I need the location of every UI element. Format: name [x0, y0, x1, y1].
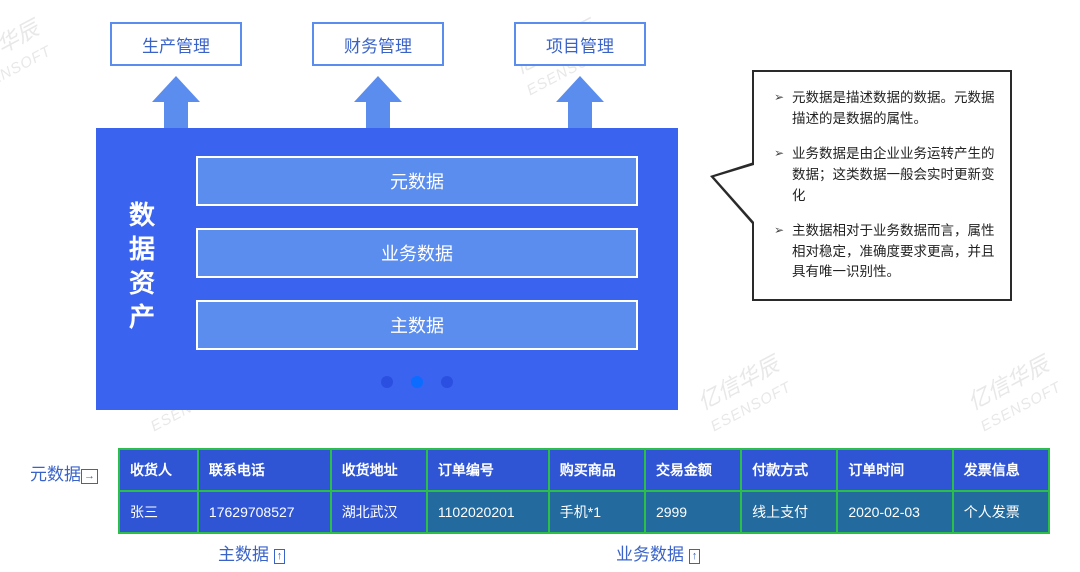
watermark: 亿信华辰ESENSOFT [964, 352, 1065, 436]
td-address: 湖北武汉 [331, 491, 427, 533]
th-pay-method: 付款方式 [741, 449, 837, 491]
layer-master-data: 主数据 [196, 300, 638, 350]
callout-item: 业务数据是由企业业务运转产生的数据；这类数据一般会实时更新变化 [774, 144, 996, 207]
data-asset-block: 数据资产 元数据 业务数据 主数据 [96, 128, 678, 410]
management-row: 生产管理 财务管理 项目管理 [110, 22, 646, 66]
asset-layers: 元数据 业务数据 主数据 [186, 128, 678, 410]
dot-icon [381, 376, 393, 388]
th-amount: 交易金额 [645, 449, 741, 491]
layer-metadata: 元数据 [196, 156, 638, 206]
arrow-up-icon [354, 76, 402, 102]
td-pay-method: 线上支付 [741, 491, 837, 533]
arrow-up-icon [556, 76, 604, 102]
dot-icon [411, 376, 423, 388]
example-table: 收货人 联系电话 收货地址 订单编号 购买商品 交易金额 付款方式 订单时间 发… [118, 448, 1050, 534]
callout-item: 主数据相对于业务数据而言，属性相对稳定，准确度要求更高，并且具有唯一识别性。 [774, 221, 996, 284]
th-address: 收货地址 [331, 449, 427, 491]
arrow-up-icon [152, 76, 200, 102]
td-order-time: 2020-02-03 [837, 491, 952, 533]
mgmt-box-finance: 财务管理 [312, 22, 444, 66]
th-order-no: 订单编号 [427, 449, 549, 491]
metadata-label: 元数据→ [30, 460, 98, 485]
arrow-up-box-icon: ↑ [274, 549, 286, 564]
td-order-no: 1102020201 [427, 491, 549, 533]
biz-bracket-label: 业务数据 ↑ [616, 540, 700, 565]
td-receiver: 张三 [119, 491, 198, 533]
mdm-bracket-label: 主数据 ↑ [218, 540, 285, 565]
table-row: 张三 17629708527 湖北武汉 1102020201 手机*1 2999… [119, 491, 1049, 533]
td-amount: 2999 [645, 491, 741, 533]
arrow-right-box-icon: → [81, 469, 98, 484]
callout-item: 元数据是描述数据的数据。元数据描述的是数据的属性。 [774, 88, 996, 130]
td-product: 手机*1 [549, 491, 645, 533]
th-phone: 联系电话 [198, 449, 331, 491]
pager-dots [196, 376, 638, 388]
callout-bubble: 元数据是描述数据的数据。元数据描述的是数据的属性。 业务数据是由企业业务运转产生… [752, 70, 1012, 301]
watermark: 亿信华辰ESENSOFT [0, 16, 55, 100]
th-receiver: 收货人 [119, 449, 198, 491]
td-invoice: 个人发票 [953, 491, 1049, 533]
asset-title: 数据资产 [96, 128, 186, 410]
th-invoice: 发票信息 [953, 449, 1049, 491]
dot-icon [441, 376, 453, 388]
mgmt-box-production: 生产管理 [110, 22, 242, 66]
layer-business-data: 业务数据 [196, 228, 638, 278]
th-order-time: 订单时间 [837, 449, 952, 491]
table-header-row: 收货人 联系电话 收货地址 订单编号 购买商品 交易金额 付款方式 订单时间 发… [119, 449, 1049, 491]
mgmt-box-project: 项目管理 [514, 22, 646, 66]
watermark: 亿信华辰ESENSOFT [694, 352, 795, 436]
th-product: 购买商品 [549, 449, 645, 491]
td-phone: 17629708527 [198, 491, 331, 533]
arrow-up-box-icon: ↑ [689, 549, 701, 564]
